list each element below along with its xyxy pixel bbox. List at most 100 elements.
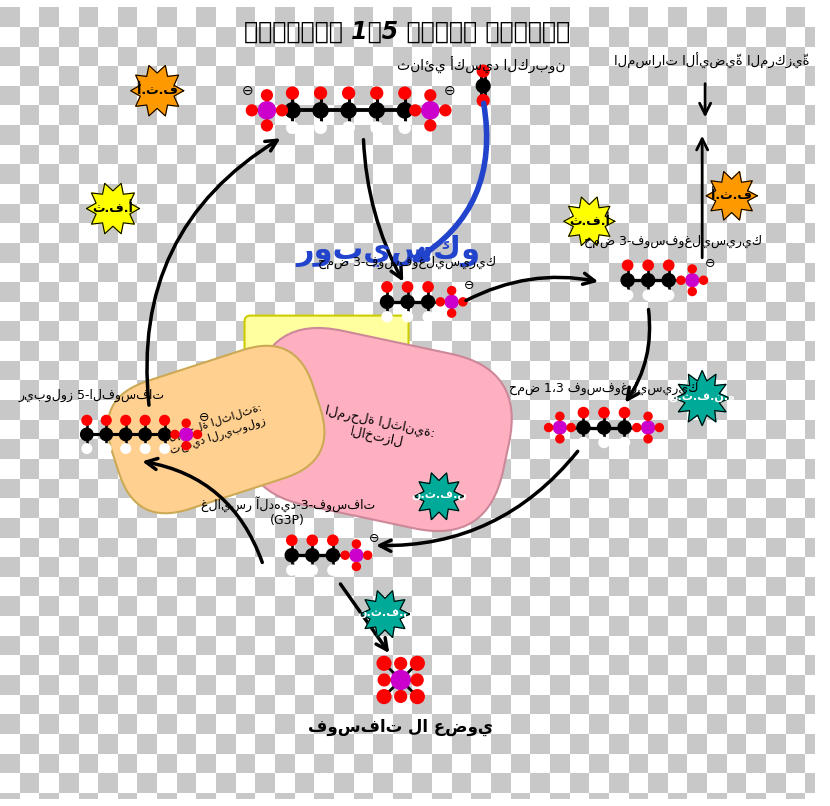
Bar: [216, 577, 236, 596]
Bar: [177, 47, 197, 66]
Bar: [786, 577, 805, 596]
Bar: [746, 518, 766, 538]
Bar: [256, 47, 275, 66]
Text: ⊖: ⊖: [464, 279, 475, 292]
Bar: [275, 754, 295, 773]
Bar: [589, 282, 609, 302]
Bar: [609, 282, 628, 302]
Bar: [452, 361, 471, 380]
Bar: [727, 754, 746, 773]
Bar: [628, 66, 648, 85]
Bar: [393, 773, 413, 793]
Bar: [628, 400, 648, 420]
Bar: [668, 302, 687, 322]
Bar: [609, 27, 628, 47]
Bar: [374, 164, 393, 184]
Bar: [197, 263, 216, 282]
Bar: [98, 223, 118, 243]
Bar: [315, 85, 334, 106]
Bar: [275, 695, 295, 714]
Bar: [510, 538, 530, 557]
Bar: [569, 184, 589, 204]
Bar: [746, 538, 766, 557]
Bar: [197, 243, 216, 263]
Bar: [295, 7, 315, 27]
Bar: [727, 341, 746, 361]
Bar: [471, 66, 491, 85]
Bar: [295, 341, 315, 361]
Bar: [687, 322, 707, 341]
Bar: [295, 439, 315, 459]
Bar: [569, 27, 589, 47]
Bar: [471, 714, 491, 734]
Bar: [589, 754, 609, 773]
Bar: [746, 204, 766, 223]
Bar: [550, 204, 569, 223]
Bar: [197, 66, 216, 85]
Bar: [452, 734, 471, 754]
Circle shape: [343, 87, 354, 99]
Bar: [20, 204, 39, 223]
Bar: [648, 223, 668, 243]
Bar: [315, 773, 334, 793]
Circle shape: [598, 421, 611, 434]
Bar: [315, 734, 334, 754]
Bar: [39, 7, 59, 27]
Bar: [256, 282, 275, 302]
Bar: [59, 302, 79, 322]
Bar: [766, 184, 786, 204]
Bar: [589, 479, 609, 498]
Bar: [354, 125, 374, 145]
Bar: [589, 675, 609, 695]
Bar: [79, 498, 98, 518]
Bar: [118, 459, 138, 479]
Bar: [687, 773, 707, 793]
Circle shape: [369, 103, 384, 118]
Bar: [471, 106, 491, 125]
Bar: [334, 400, 354, 420]
Bar: [374, 734, 393, 754]
Bar: [805, 518, 825, 538]
Bar: [118, 282, 138, 302]
Bar: [20, 223, 39, 243]
Bar: [569, 164, 589, 184]
Bar: [628, 538, 648, 557]
Bar: [609, 85, 628, 106]
Bar: [138, 145, 157, 164]
Bar: [510, 400, 530, 420]
Bar: [354, 400, 374, 420]
Bar: [0, 243, 20, 263]
Bar: [491, 7, 510, 27]
Bar: [216, 66, 236, 85]
Bar: [295, 695, 315, 714]
Bar: [334, 106, 354, 125]
Bar: [334, 361, 354, 380]
Bar: [687, 7, 707, 27]
Bar: [79, 223, 98, 243]
Text: المرحلة الأولى:
تثبيت الكربون: المرحلة الأولى: تثبيت الكربون: [269, 351, 385, 382]
Bar: [0, 439, 20, 459]
Bar: [530, 577, 550, 596]
Bar: [668, 596, 687, 616]
Bar: [79, 577, 98, 596]
Bar: [668, 85, 687, 106]
Bar: [491, 596, 510, 616]
Bar: [216, 263, 236, 282]
Bar: [295, 714, 315, 734]
Bar: [334, 164, 354, 184]
Bar: [236, 793, 256, 806]
Bar: [668, 557, 687, 577]
Bar: [432, 243, 452, 263]
Bar: [334, 66, 354, 85]
Bar: [589, 302, 609, 322]
Bar: [786, 439, 805, 459]
Bar: [766, 596, 786, 616]
Bar: [687, 125, 707, 145]
Bar: [668, 106, 687, 125]
Bar: [79, 557, 98, 577]
Bar: [471, 577, 491, 596]
Bar: [707, 577, 727, 596]
Bar: [118, 125, 138, 145]
Circle shape: [643, 290, 653, 300]
Bar: [491, 675, 510, 695]
